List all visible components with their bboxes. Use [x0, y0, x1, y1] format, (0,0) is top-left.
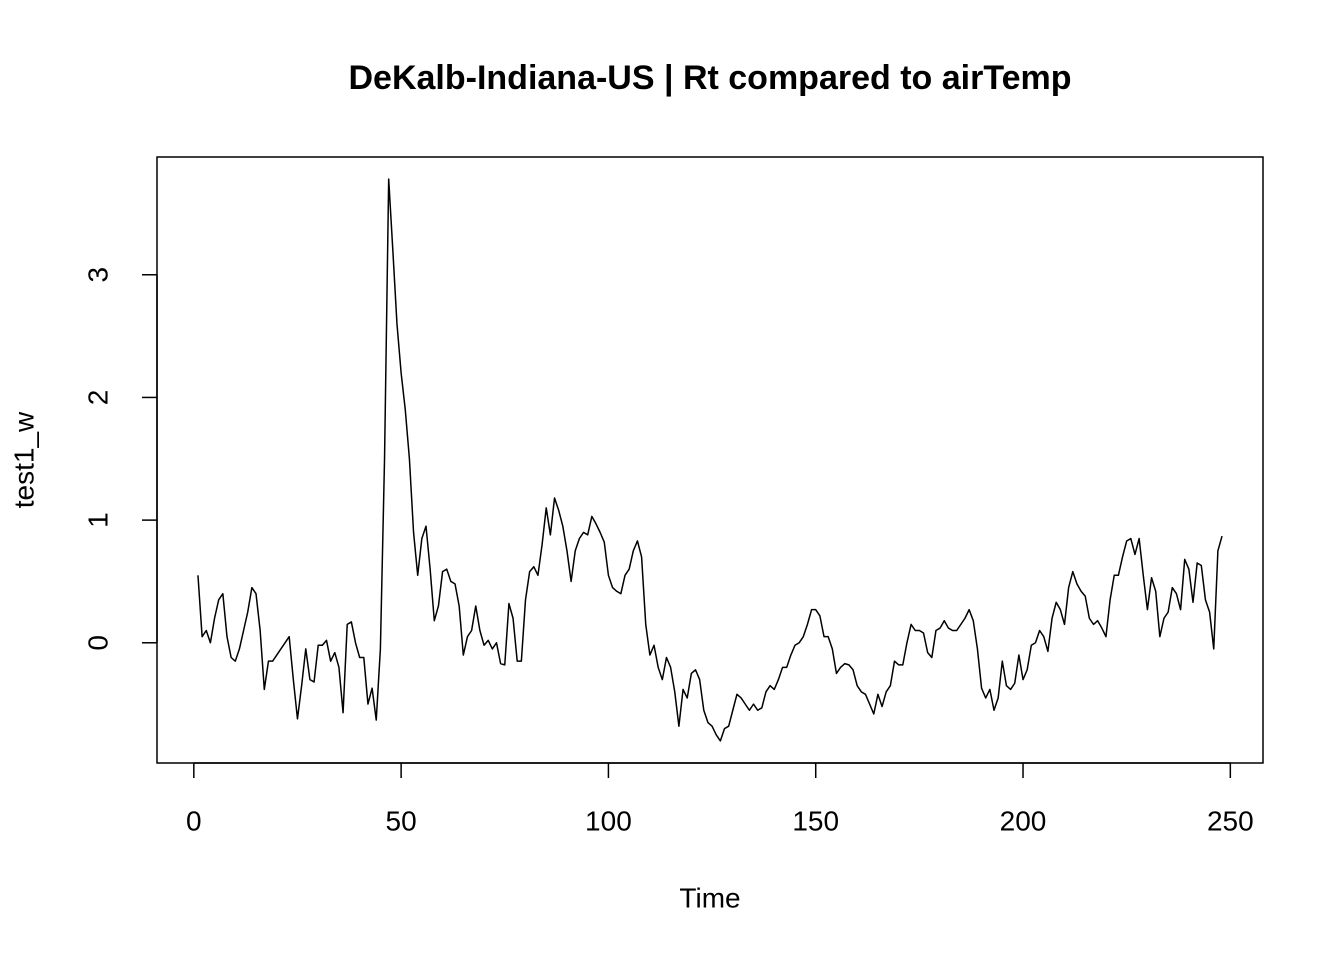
- x-tick-label: 50: [386, 805, 417, 836]
- plot-frame: [156, 156, 1264, 764]
- x-tick-label: 0: [186, 805, 202, 836]
- y-tick-label: 2: [82, 390, 113, 406]
- chart-title: DeKalb-Indiana-US | Rt compared to airTe…: [349, 59, 1072, 97]
- x-tick-label: 250: [1207, 805, 1254, 836]
- y-tick-label: 0: [82, 635, 113, 651]
- y-axis-label: test1_w: [8, 411, 39, 508]
- x-tick-label: 200: [1000, 805, 1047, 836]
- x-axis-label: Time: [679, 882, 740, 913]
- x-tick-label: 100: [585, 805, 632, 836]
- y-tick-label: 3: [82, 267, 113, 283]
- data-line: [197, 178, 1223, 742]
- x-tick-label: 150: [792, 805, 839, 836]
- y-tick-label: 1: [82, 512, 113, 528]
